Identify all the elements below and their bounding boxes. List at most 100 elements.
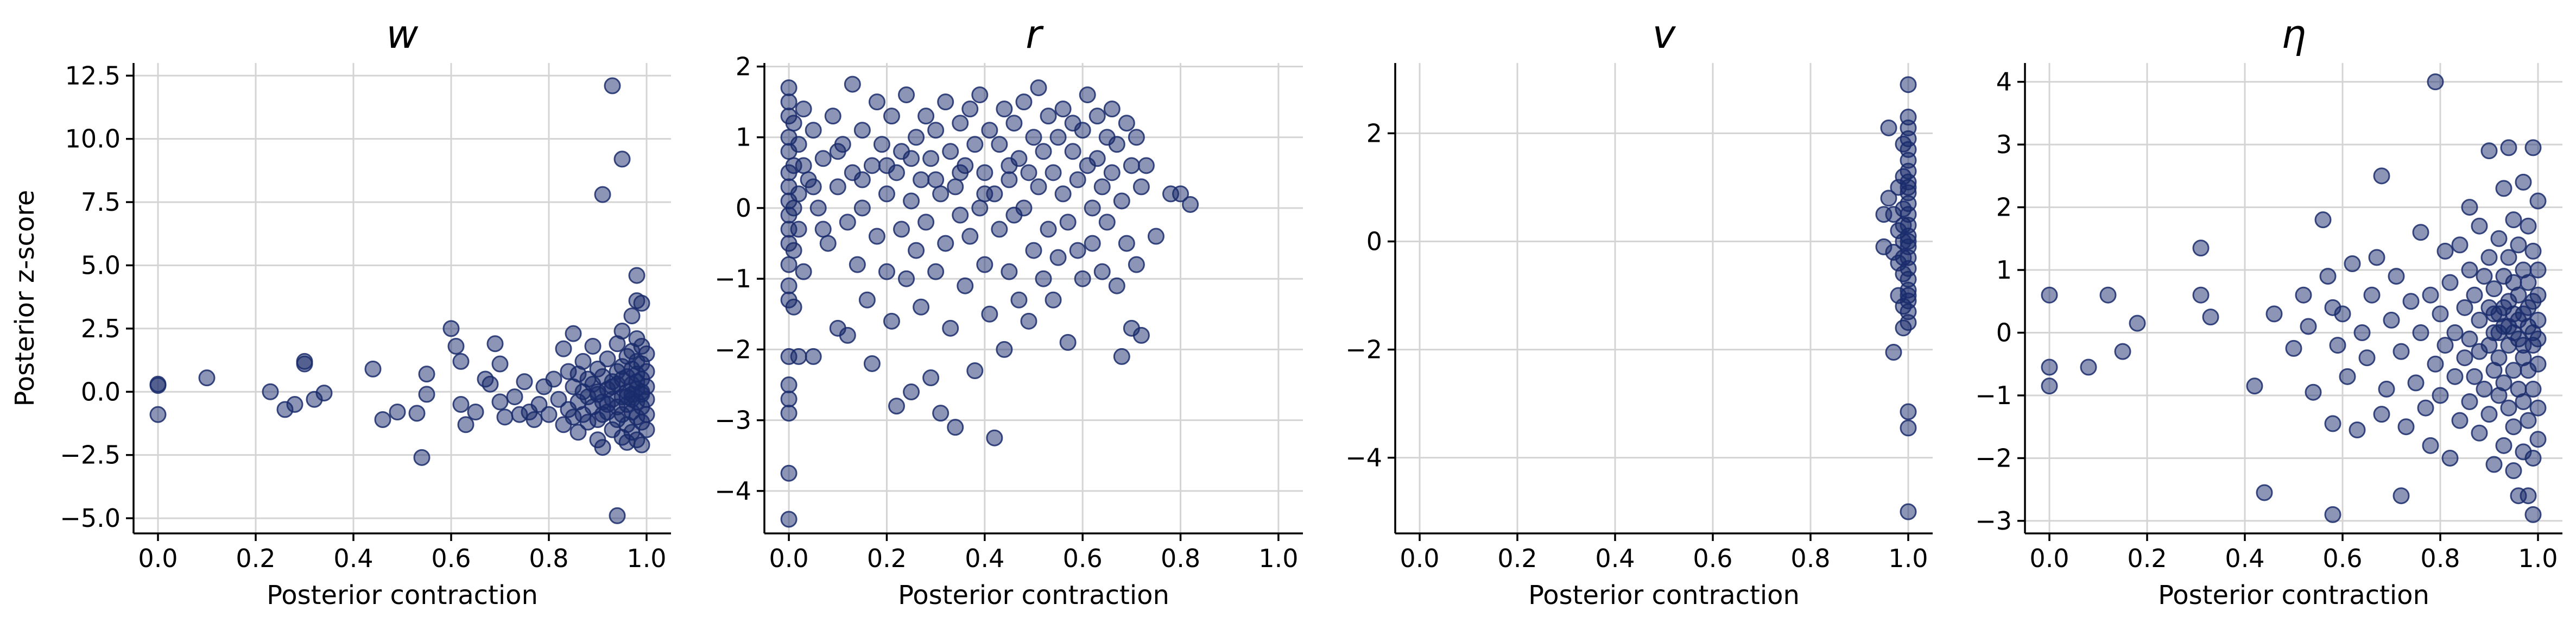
data-point	[2456, 299, 2473, 316]
data-point	[1875, 238, 1893, 255]
y-tick-label: 0	[1366, 227, 1382, 256]
data-point	[2529, 286, 2547, 304]
data-point	[2524, 242, 2542, 260]
data-point	[780, 256, 798, 273]
data-point	[482, 375, 499, 393]
data-point	[853, 199, 871, 217]
data-point	[878, 157, 895, 174]
data-point	[1025, 242, 1042, 259]
data-point	[2524, 506, 2542, 523]
x-tick-label: 0.2	[2127, 544, 2167, 573]
y-tick-label: 4	[1996, 67, 2012, 97]
data-point	[986, 429, 1003, 446]
data-point	[780, 376, 798, 394]
x-tick-label: 0.0	[1400, 544, 1439, 573]
data-point	[2485, 280, 2503, 298]
data-point	[2319, 268, 2337, 285]
data-point	[2515, 173, 2532, 191]
data-point	[981, 305, 998, 323]
data-point	[903, 150, 920, 167]
data-point	[1084, 199, 1101, 217]
data-point	[785, 199, 802, 217]
data-point	[2402, 293, 2420, 310]
data-point	[805, 122, 822, 139]
data-point	[1045, 164, 1062, 181]
data-point	[883, 312, 900, 330]
data-point	[2480, 249, 2498, 266]
data-point	[932, 185, 950, 203]
data-point	[971, 199, 989, 217]
data-point	[2505, 211, 2522, 229]
y-tick-label: −2.5	[60, 441, 121, 470]
data-point	[589, 383, 606, 400]
data-point	[2324, 506, 2341, 523]
data-point	[1088, 150, 1106, 167]
data-point	[2529, 192, 2547, 210]
x-tick-label: 0.4	[965, 544, 1004, 573]
data-point	[2422, 437, 2439, 454]
data-point	[1900, 232, 1917, 250]
y-tick-label: −1	[1975, 381, 2012, 410]
panel-title: r	[1026, 11, 1044, 57]
data-point	[1059, 213, 1077, 231]
data-point	[1118, 115, 1135, 132]
data-point	[1069, 171, 1086, 188]
data-point	[790, 136, 807, 153]
data-point	[1049, 249, 1067, 266]
y-tick-label: 10.0	[65, 124, 121, 154]
data-point	[2363, 286, 2381, 304]
data-point	[1900, 503, 1917, 520]
data-point	[790, 221, 807, 238]
data-point	[2412, 324, 2429, 342]
data-point	[1035, 143, 1052, 160]
data-point	[1020, 312, 1037, 330]
data-point	[780, 511, 798, 528]
data-point	[2314, 211, 2332, 229]
data-point	[613, 323, 631, 340]
y-tick-label: −3	[1975, 506, 2012, 536]
data-point	[814, 150, 832, 167]
panel-title: w	[387, 11, 419, 57]
data-point	[2285, 339, 2302, 357]
y-tick-label: 0	[736, 193, 751, 223]
data-point	[898, 270, 915, 287]
data-point	[1005, 115, 1023, 132]
data-point	[418, 366, 435, 383]
data-point	[2456, 349, 2473, 367]
data-point	[540, 406, 558, 423]
data-point	[927, 263, 945, 280]
data-point	[1103, 164, 1121, 181]
data-point	[574, 353, 592, 370]
data-point	[966, 362, 984, 379]
data-point	[2520, 299, 2537, 316]
data-point	[2495, 180, 2512, 197]
data-point	[2471, 217, 2488, 235]
data-point	[961, 228, 979, 245]
data-point	[913, 298, 930, 316]
data-point	[2427, 355, 2444, 373]
data-point	[2305, 383, 2322, 401]
x-tick-label: 0.2	[1497, 544, 1537, 573]
data-point	[2461, 199, 2478, 216]
data-point	[2505, 418, 2522, 436]
data-point	[2471, 311, 2488, 329]
x-tick-label: 0.4	[1595, 544, 1635, 573]
data-point	[976, 164, 993, 181]
data-point	[952, 164, 969, 181]
data-point	[780, 464, 798, 482]
data-point	[1054, 185, 1072, 203]
data-point	[2295, 286, 2312, 304]
x-tick-label: 0.0	[769, 544, 809, 573]
data-point	[1895, 319, 1912, 337]
data-point	[809, 199, 827, 217]
data-point	[491, 355, 509, 373]
data-point	[1182, 196, 1199, 213]
data-point	[976, 185, 993, 203]
data-point	[1079, 86, 1096, 104]
data-point	[2397, 418, 2415, 436]
y-tick-label: −4	[1345, 443, 1382, 473]
x-axis-label: Posterior contraction	[1528, 580, 1800, 611]
x-tick-label: 0.0	[138, 544, 178, 573]
data-point	[917, 108, 935, 125]
data-point	[2520, 412, 2537, 429]
